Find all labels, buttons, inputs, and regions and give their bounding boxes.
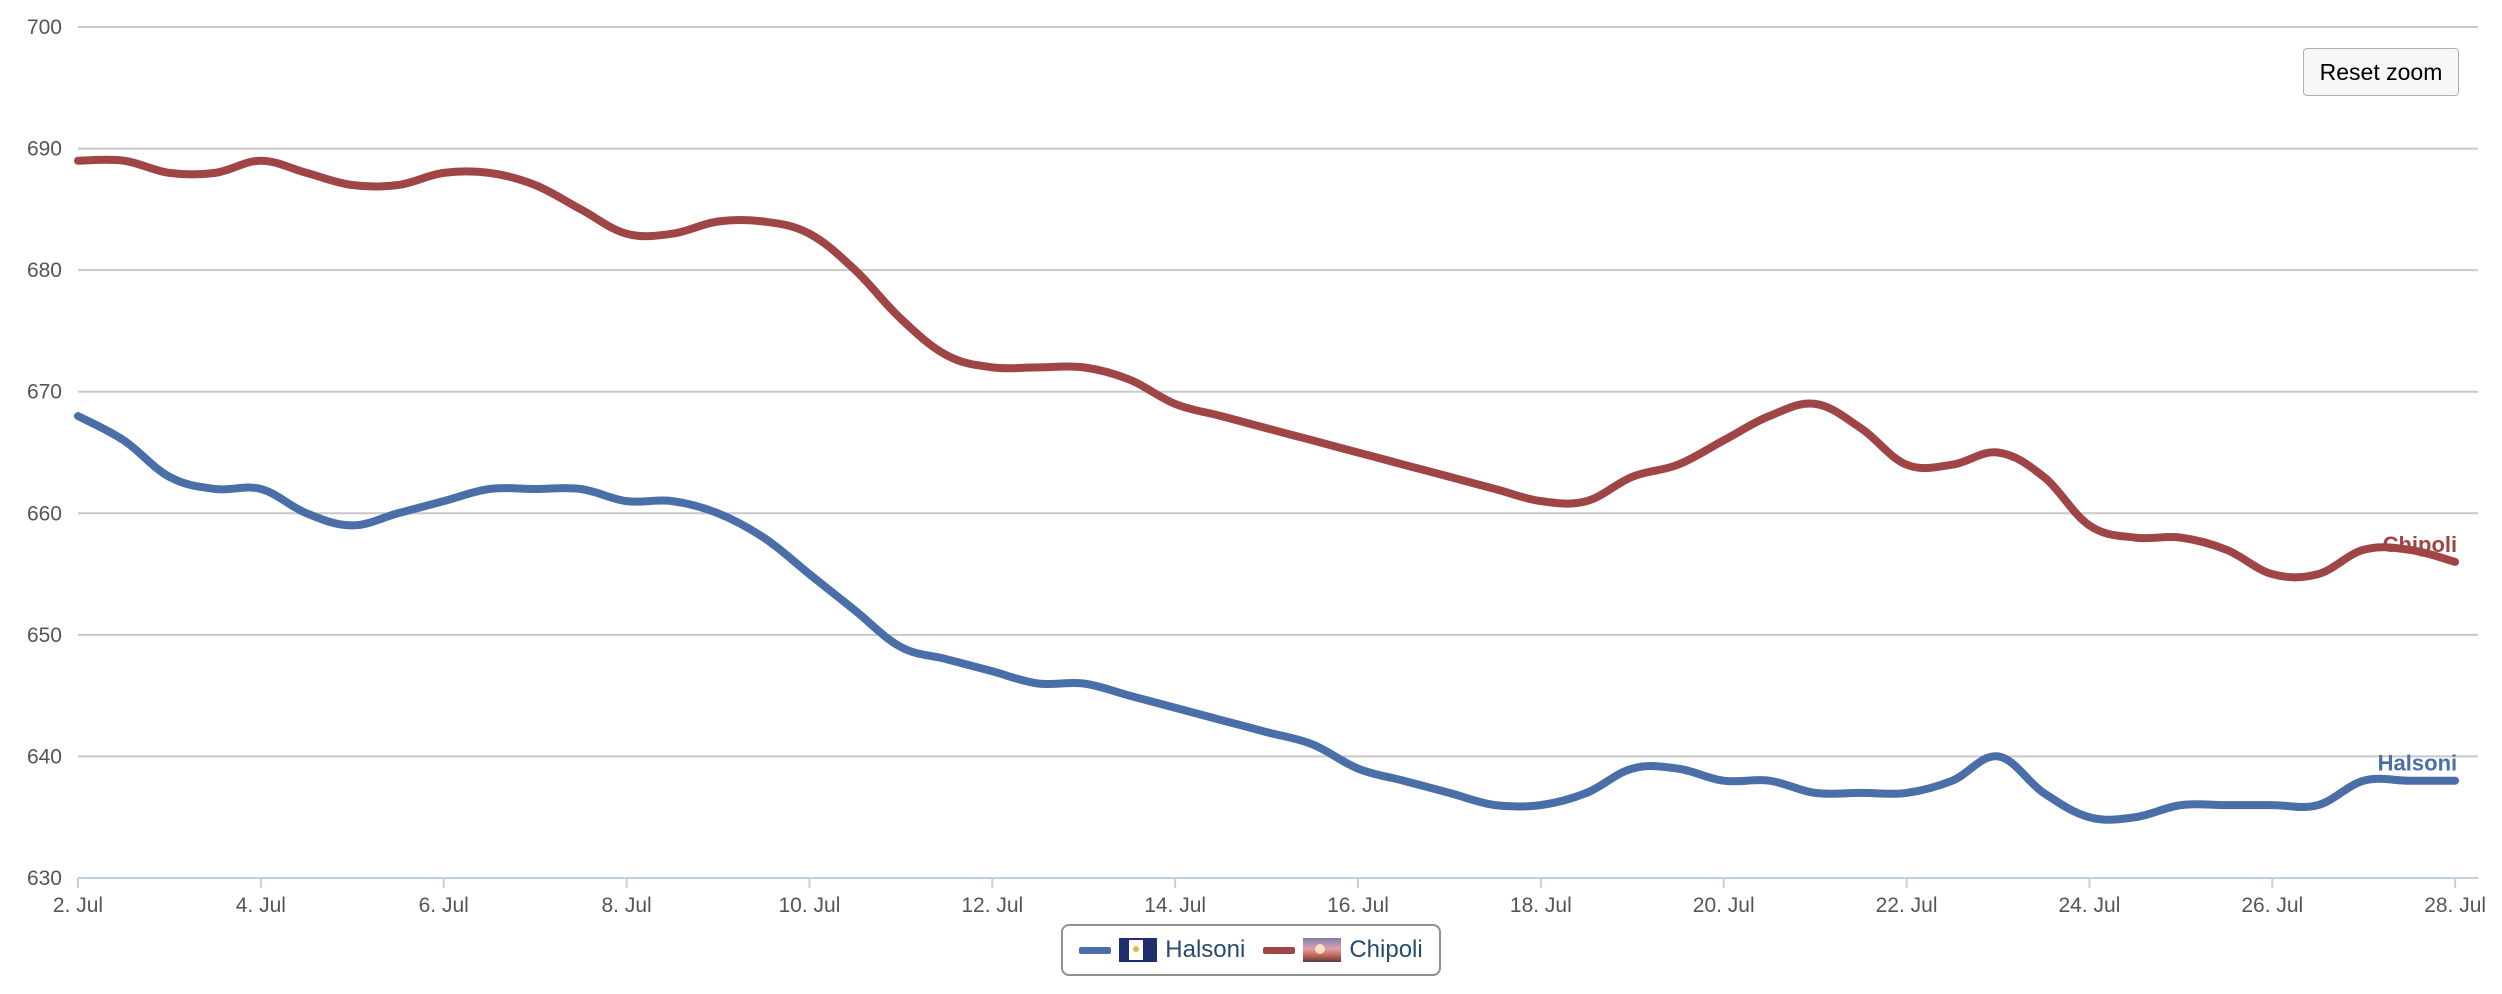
halsoni-flag-icon bbox=[1119, 938, 1158, 962]
reset-zoom-button[interactable]: Reset zoom bbox=[2303, 48, 2459, 96]
legend-item-halsoni[interactable]: Halsoni bbox=[1079, 936, 1245, 964]
y-tick-label: 640 bbox=[27, 745, 62, 768]
x-tick-label: 14. Jul bbox=[1144, 894, 1206, 917]
y-tick-label: 650 bbox=[27, 624, 62, 647]
y-tick-label: 680 bbox=[27, 259, 62, 282]
x-tick-label: 2. Jul bbox=[53, 894, 103, 917]
x-tick-label: 22. Jul bbox=[1876, 894, 1938, 917]
x-axis: 2. Jul 4. Jul 6. Jul 8. Jul 10. Jul 12. Jul 14… bbox=[53, 877, 2486, 917]
series-end-labels: Halsoni Chipoli bbox=[2378, 532, 2457, 776]
x-tick-label: 10. Jul bbox=[778, 894, 840, 917]
legend-swatch-chipoli bbox=[1263, 946, 1296, 954]
legend-label-halsoni: Halsoni bbox=[1165, 936, 1246, 963]
legend: Halsoni Chipoli bbox=[1061, 924, 1441, 976]
series-end-label-halsoni: Halsoni bbox=[2378, 751, 2457, 776]
y-axis-labels: 630 640 650 660 670 680 690 700 bbox=[27, 16, 62, 890]
y-tick-label: 670 bbox=[27, 381, 62, 404]
x-tick-label: 4. Jul bbox=[236, 894, 286, 917]
y-tick-label: 630 bbox=[27, 867, 62, 890]
y-tick-label: 660 bbox=[27, 502, 62, 525]
x-tick-label: 20. Jul bbox=[1693, 894, 1755, 917]
y-tick-label: 700 bbox=[27, 16, 62, 39]
legend-item-chipoli[interactable]: Chipoli bbox=[1263, 936, 1423, 964]
series-lines bbox=[74, 155, 2460, 824]
series-line-halsoni[interactable] bbox=[74, 412, 2460, 824]
series-end-label-chipoli: Chipoli bbox=[2383, 532, 2458, 557]
y-grid bbox=[78, 26, 2478, 758]
chipoli-flag-icon bbox=[1303, 938, 1342, 962]
x-tick-label: 26. Jul bbox=[2241, 894, 2303, 917]
x-tick-label: 18. Jul bbox=[1510, 894, 1572, 917]
legend-swatch-halsoni bbox=[1079, 946, 1112, 954]
x-tick-label: 12. Jul bbox=[961, 894, 1023, 917]
series-line-chipoli[interactable] bbox=[74, 155, 2460, 582]
x-tick-label: 8. Jul bbox=[601, 894, 651, 917]
x-tick-label: 6. Jul bbox=[419, 894, 469, 917]
x-tick-label: 16. Jul bbox=[1327, 894, 1389, 917]
x-tick-label: 24. Jul bbox=[2058, 894, 2120, 917]
x-tick-label: 28. Jul bbox=[2424, 894, 2486, 917]
y-tick-label: 690 bbox=[27, 138, 62, 161]
legend-label-chipoli: Chipoli bbox=[1349, 936, 1423, 963]
